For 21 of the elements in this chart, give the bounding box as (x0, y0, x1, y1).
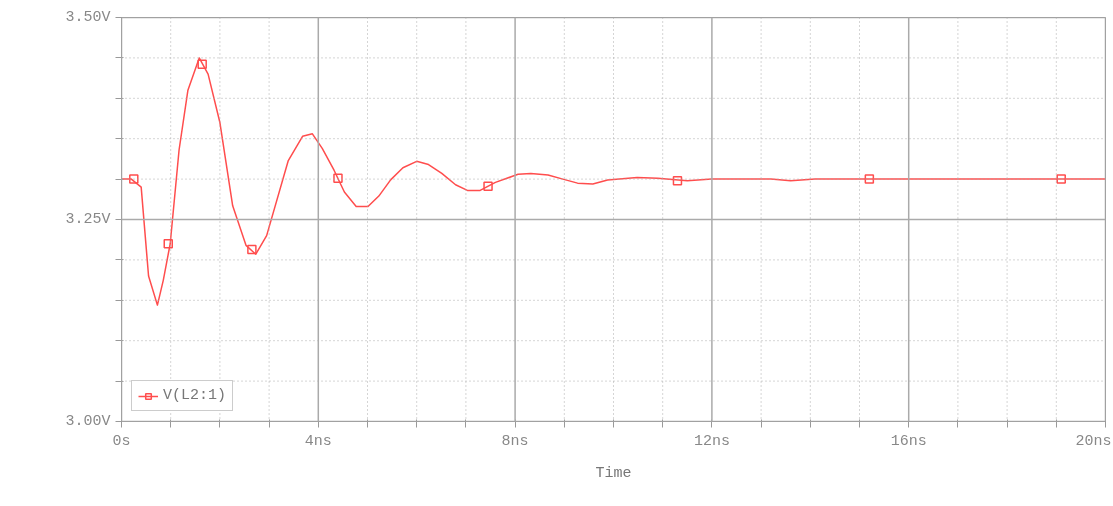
y-tick-label: 3.25V (65, 211, 111, 228)
x-tick-label: 20ns (1075, 432, 1112, 450)
point (247, 244, 257, 255)
x-tick-label: 0s (112, 432, 131, 450)
point (129, 174, 139, 184)
point (333, 173, 343, 184)
y-tick-label: 3.00V (65, 413, 111, 430)
point (864, 174, 875, 184)
point (483, 181, 493, 192)
x-tick-label: 4ns (304, 432, 332, 450)
point (197, 59, 207, 70)
x-tick-label: 8ns (501, 432, 529, 450)
x-axis-title: Time (595, 464, 632, 482)
point (1056, 174, 1066, 184)
point (163, 238, 173, 249)
x-tick-label: 12ns (693, 432, 730, 450)
legend-label: V(L2:1) (163, 387, 227, 404)
line-series (121, 57, 1106, 306)
x-tick-label: 16ns (890, 432, 927, 450)
point (672, 175, 683, 186)
y-tick-label: 3.50V (65, 9, 111, 26)
